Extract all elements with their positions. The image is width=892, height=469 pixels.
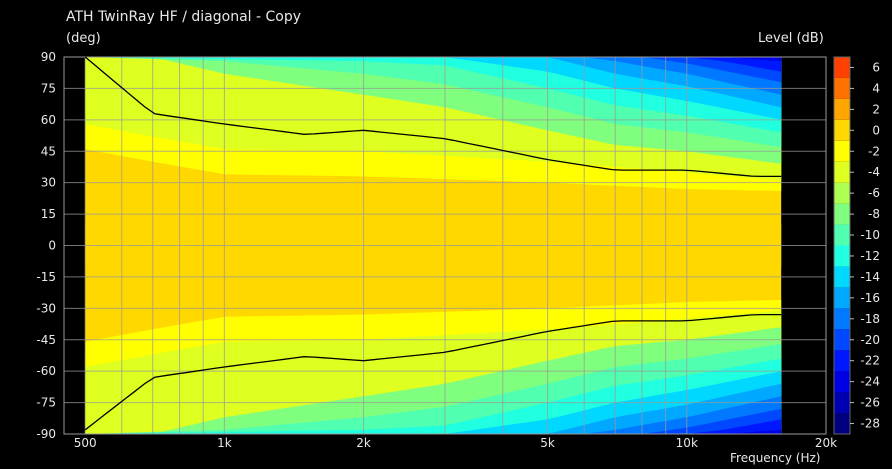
- colorbar-tick-label: -26: [860, 396, 880, 410]
- colorbar-tick-label: 2: [872, 102, 880, 116]
- colorbar-border: [833, 56, 851, 435]
- heatmap-band-top--22: [85, 57, 782, 72]
- colorbar-tick-label: -12: [860, 249, 880, 263]
- colorbar-band: [834, 161, 850, 183]
- colorbar-tick-label: -28: [860, 417, 880, 431]
- colorbar-band: [834, 287, 850, 309]
- colorbar-band: [834, 119, 850, 141]
- colorbar-tick-label: -16: [860, 291, 880, 305]
- heatmap-band-top--14: [85, 57, 782, 120]
- y-axis-unit-label: (deg): [66, 31, 101, 46]
- colorbar-band: [834, 371, 850, 393]
- colorbar-tick-label: -4: [868, 165, 880, 179]
- colorbar-tick-label: 6: [872, 60, 880, 74]
- colorbar-band: [834, 392, 850, 414]
- colorbar-tick-labels: 6 4 2 0 -2 -4 -6 -8 -10 -12 -14 -16 -18 -20 -22 -24 -26 -…: [850, 60, 880, 431]
- colorbar-band: [834, 182, 850, 204]
- contour-line-lower: [84, 313, 782, 431]
- colorbar-band: [834, 77, 850, 99]
- colorbar: [833, 56, 851, 435]
- colorbar-band: [834, 413, 850, 434]
- colorbar-band: [834, 350, 850, 372]
- colorbar-band: [834, 308, 850, 330]
- heatmap-band-bottom--14: [85, 371, 782, 434]
- x-tick-label: 10k: [676, 436, 698, 450]
- plot-border: [63, 56, 827, 435]
- y-tick-label: -30: [36, 301, 56, 315]
- colorbar-band: [834, 203, 850, 225]
- x-axis-label: Frequency (Hz): [730, 451, 821, 465]
- colorbar-tick-label: 4: [872, 81, 880, 95]
- x-tick-label: 500: [74, 436, 97, 450]
- colorbar-band: [834, 98, 850, 120]
- colorbar-tick-label: -22: [860, 354, 880, 368]
- x-tick-label: 2k: [356, 436, 371, 450]
- y-tick-label: 60: [41, 113, 56, 127]
- colorbar-tick-label: -2: [868, 144, 880, 158]
- colorbar-tick-label: -20: [860, 333, 880, 347]
- x-tick-label: 20k: [815, 436, 837, 450]
- y-tick-label: 75: [41, 81, 56, 95]
- colorbar-tick-label: 0: [872, 123, 880, 137]
- grid-lines: [63, 56, 827, 435]
- contour-line-upper: [84, 56, 782, 178]
- y-tick-label: 0: [48, 239, 56, 253]
- heatmap-band-bottom--22: [85, 419, 782, 434]
- colorbar-band: [834, 266, 850, 288]
- colorbar-tick-label: -24: [860, 375, 880, 389]
- y-tick-label: -75: [36, 396, 56, 410]
- y-tick-label: 15: [41, 207, 56, 221]
- contour-lines: [84, 56, 782, 431]
- colorbar-tick-label: -10: [860, 228, 880, 242]
- colorbar-label: Level (dB): [758, 31, 824, 46]
- heatmap-band-top--16: [85, 57, 782, 108]
- y-tick-label: -60: [36, 364, 56, 378]
- y-tick-label: 90: [41, 50, 56, 64]
- y-tick-label: 30: [41, 176, 56, 190]
- colorbar-tick-label: -18: [860, 312, 880, 326]
- colorbar-band: [834, 57, 850, 78]
- y-tick-label: -45: [36, 333, 56, 347]
- colorbar-band: [834, 245, 850, 267]
- y-tick-label: -90: [36, 427, 56, 441]
- colorbar-tick-label: -8: [868, 207, 880, 221]
- colorbar-band: [834, 224, 850, 246]
- colorbar-band: [834, 329, 850, 351]
- heatmap-band-bottom--16: [85, 383, 782, 434]
- chart-title: ATH TwinRay HF / diagonal - Copy: [66, 9, 302, 25]
- x-tick-labels: 500 1k 2k 5k 10k 20k: [74, 436, 837, 450]
- x-tick-label: 5k: [540, 436, 555, 450]
- colorbar-tick-label: -14: [860, 270, 880, 284]
- y-tick-label: -15: [36, 270, 56, 284]
- y-tick-label: 45: [41, 144, 56, 158]
- x-tick-label: 1k: [217, 436, 232, 450]
- y-tick-labels: 90 75 60 45 30 15 0 -15 -30 -45 -60 -75 -90: [36, 50, 56, 441]
- colorbar-tick-label: -6: [868, 186, 880, 200]
- colorbar-band: [834, 140, 850, 162]
